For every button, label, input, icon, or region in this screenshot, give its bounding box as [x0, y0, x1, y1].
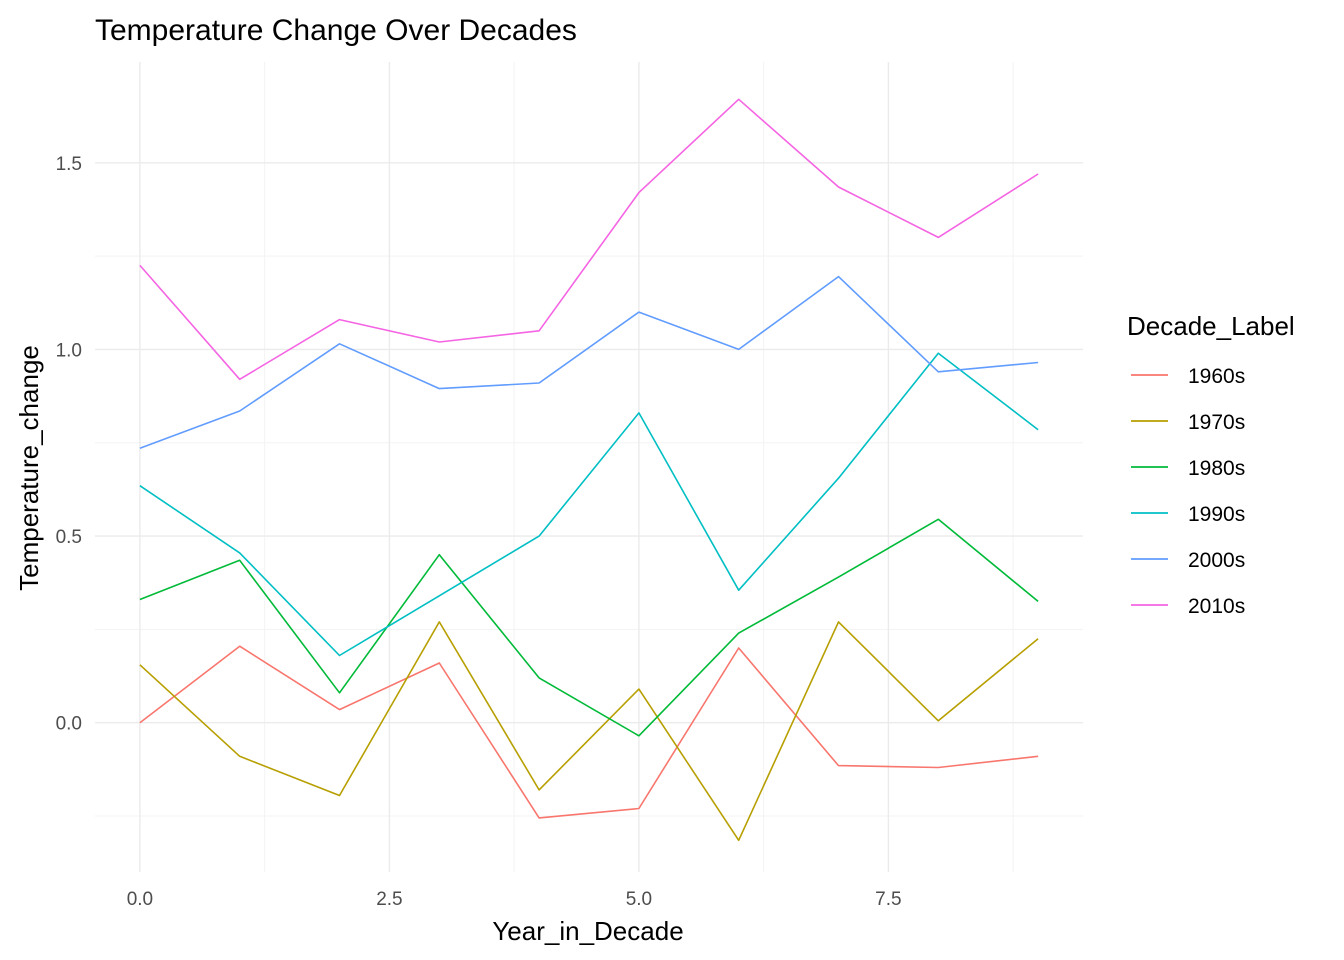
legend-label-1990s: 1990s: [1188, 503, 1245, 526]
x-tick-label: 5.0: [626, 889, 652, 910]
legend-label-1970s: 1970s: [1188, 411, 1245, 434]
x-axis-ticks: 0.0 2.5 5.0 7.5: [127, 889, 902, 910]
series-line-1970s: [139, 621, 1039, 842]
legend-item-1960s: 1960s: [1131, 365, 1245, 388]
legend-label-1980s: 1980s: [1188, 457, 1245, 480]
x-tick-label: 2.5: [376, 889, 402, 910]
chart-title: Temperature Change Over Decades: [95, 14, 577, 47]
legend-label-2000s: 2000s: [1188, 549, 1245, 572]
legend: Decade_Label 1960s 1970s 1980s 1990s 2000s 20…: [1127, 311, 1295, 618]
legend-item-2010s: 2010s: [1131, 595, 1245, 618]
y-tick-label: 0.0: [56, 714, 82, 735]
series-line-1990s: [139, 352, 1039, 657]
legend-title: Decade_Label: [1127, 311, 1295, 341]
y-tick-label: 1.5: [56, 154, 82, 175]
legend-item-2000s: 2000s: [1131, 549, 1245, 572]
y-tick-label: 0.5: [56, 527, 82, 548]
legend-item-1990s: 1990s: [1131, 503, 1245, 526]
x-axis-title: Year_in_Decade: [492, 916, 683, 946]
series-line-1960s: [139, 645, 1039, 819]
series-line-1980s: [139, 518, 1039, 737]
x-tick-label: 7.5: [875, 889, 901, 910]
series-lines: [139, 98, 1039, 842]
legend-item-1970s: 1970s: [1131, 411, 1245, 434]
legend-item-1980s: 1980s: [1131, 457, 1245, 480]
legend-label-1960s: 1960s: [1188, 365, 1245, 388]
y-axis-ticks: 0.0 0.5 1.0 1.5: [56, 154, 82, 735]
x-tick-label: 0.0: [127, 889, 153, 910]
grid: [95, 62, 1083, 872]
y-axis-title: Temperature_change: [14, 345, 44, 591]
legend-items: 1960s 1970s 1980s 1990s 2000s 2010s: [1131, 365, 1245, 618]
y-tick-label: 1.0: [56, 340, 82, 361]
series-line-2010s: [139, 98, 1039, 381]
legend-label-2010s: 2010s: [1188, 595, 1245, 618]
series-line-2000s: [139, 275, 1039, 450]
